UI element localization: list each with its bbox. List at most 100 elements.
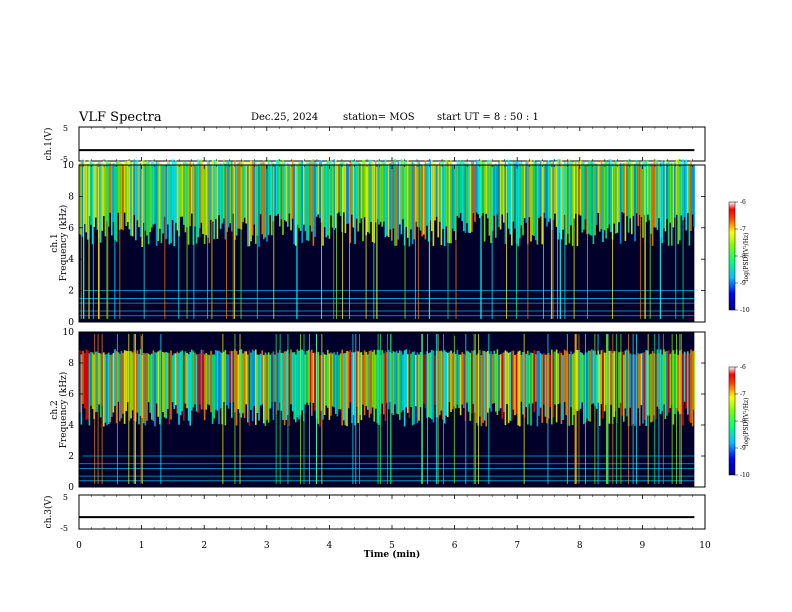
spectrogram-cell xyxy=(544,163,547,219)
spectrogram-cell xyxy=(99,353,102,418)
spectrogram-cell xyxy=(429,352,431,419)
ch2-spectrogram-image xyxy=(79,332,695,487)
spectrogram-cell xyxy=(338,355,340,410)
spectrogram-cell xyxy=(474,164,476,222)
spectrogram-cell xyxy=(471,350,473,414)
spectrogram-cell xyxy=(568,354,571,426)
ch2-colorbar: -6 -7 -8 -9 -10 log(PSD)(V²/Hz) xyxy=(728,364,750,479)
spectrogram-cell xyxy=(266,354,268,420)
spectrogram-cell xyxy=(202,350,204,410)
spectrogram-cell xyxy=(613,351,615,417)
spectrogram-cell xyxy=(475,354,478,424)
spectrogram-cell xyxy=(165,351,167,419)
spectrogram-cell xyxy=(87,163,89,240)
spectrogram-cell xyxy=(295,354,297,423)
spectrogram-cell xyxy=(647,160,649,215)
spectrogram-cell xyxy=(323,163,326,228)
spectrogram-cell xyxy=(546,354,548,424)
spectrogram-cell xyxy=(511,350,513,421)
spectrogram-cell xyxy=(533,160,535,237)
spectrogram-cell xyxy=(575,161,577,214)
spectrogram-cell xyxy=(624,350,627,409)
spectrogram-cell xyxy=(362,354,364,405)
spectrogram-cell xyxy=(173,353,175,409)
spectrogram-cell xyxy=(536,350,539,427)
spectrogram-cell xyxy=(543,353,545,405)
spectrogram-cell xyxy=(536,162,539,245)
spectrogram-cell xyxy=(88,353,91,426)
spectrogram-cell xyxy=(175,353,177,406)
spectrogram-cell xyxy=(591,349,593,405)
spectrogram-cell xyxy=(224,163,227,240)
spectrogram-cell xyxy=(285,351,287,421)
spectrogram-cell xyxy=(239,160,241,229)
colorbar-tick-label: -6 xyxy=(740,199,746,206)
spectrogram-cell xyxy=(173,161,175,247)
x-tick-label: 4 xyxy=(327,541,333,551)
spectrogram-cell xyxy=(410,353,412,408)
spectrogram-cell xyxy=(525,353,527,408)
spectrogram-cell xyxy=(125,350,127,412)
spectrogram-cell xyxy=(466,162,468,224)
spectrogram-cell xyxy=(106,354,108,426)
spectrogram-cell xyxy=(216,160,219,239)
spectrogram-cell xyxy=(191,349,193,411)
spectrogram-cell xyxy=(271,161,273,236)
spectrogram-cell xyxy=(291,160,294,219)
spectrogram-cell xyxy=(117,352,119,402)
spectrogram-cell xyxy=(162,164,164,234)
spectrogram-cell xyxy=(202,161,204,235)
spectrogram-cell xyxy=(407,354,409,413)
spectrogram-cell xyxy=(475,159,478,213)
spectrogram-cell xyxy=(330,352,332,416)
spectrogram-cell xyxy=(453,164,455,232)
spectrogram-cell xyxy=(501,163,503,215)
spectrogram-cell xyxy=(195,163,198,244)
ch3-voltage-frame xyxy=(78,494,706,530)
spectrogram-cell xyxy=(128,351,131,421)
spectrogram-cell xyxy=(687,162,689,214)
spectrogram-cell xyxy=(426,351,428,418)
spectrogram-cell xyxy=(640,164,643,218)
spectrogram-cell xyxy=(624,161,627,241)
spectrogram-cell xyxy=(563,349,566,403)
spectrogram-cell xyxy=(226,354,228,406)
spectrogram-cell xyxy=(381,350,383,404)
spectrogram-cell xyxy=(394,352,396,405)
spectrogram-cell xyxy=(255,349,257,425)
spectrogram-cell xyxy=(208,161,211,244)
spectrogram-cell xyxy=(391,352,393,414)
spectrogram-cell xyxy=(530,159,532,242)
spectrogram-cell xyxy=(685,159,687,231)
spectrogram-cell xyxy=(512,161,515,222)
spectrogram-cell xyxy=(426,162,428,226)
spectrogram-cell xyxy=(615,160,617,234)
spectrogram-cell xyxy=(357,351,359,424)
spectrogram-cell xyxy=(456,159,459,216)
spectrogram-cell xyxy=(253,351,255,407)
spectrogram-cell xyxy=(554,351,556,405)
spectrogram-cell xyxy=(613,161,615,224)
spectrogram-cell xyxy=(618,163,620,223)
spectrogram-cell xyxy=(653,159,655,228)
spectrogram-cell xyxy=(370,350,372,414)
spectrogram-cell xyxy=(194,352,196,405)
spectrogram-cell xyxy=(151,160,153,228)
spectrogram-cell xyxy=(599,354,601,426)
spectrogram-cell xyxy=(413,351,415,425)
spectrogram-cell xyxy=(99,162,102,243)
spectrogram-cell xyxy=(96,351,99,412)
spectrogram-cell xyxy=(351,352,353,424)
spectrogram-cell xyxy=(648,163,651,221)
colorbar-tick-label: -8 xyxy=(740,418,746,425)
spectrogram-cell xyxy=(586,352,588,419)
spectrogram-cell xyxy=(179,351,182,416)
spectrogram-cell xyxy=(485,351,487,427)
spectrogram-cell xyxy=(367,164,369,233)
spectrogram-cell xyxy=(530,352,532,426)
spectrogram-cell xyxy=(691,164,694,215)
spectrogram-cell xyxy=(343,353,345,421)
y-tick-label: 4 xyxy=(68,255,74,265)
spectrogram-cell xyxy=(482,350,484,423)
spectrogram-cell xyxy=(672,162,675,228)
